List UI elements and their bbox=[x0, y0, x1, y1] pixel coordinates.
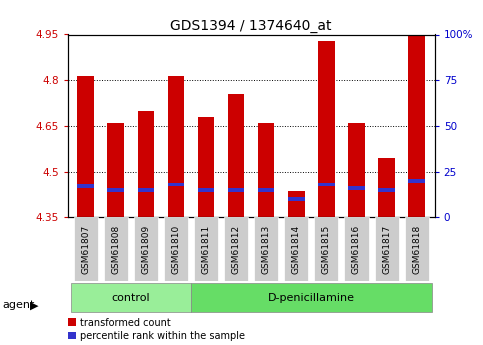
Bar bbox=[408, 179, 425, 183]
Text: control: control bbox=[112, 293, 150, 303]
Bar bbox=[138, 188, 154, 192]
Text: GSM61807: GSM61807 bbox=[81, 225, 90, 274]
Bar bbox=[77, 185, 94, 188]
Bar bbox=[228, 94, 244, 217]
Bar bbox=[378, 188, 395, 192]
Bar bbox=[288, 197, 305, 201]
Text: GSM61811: GSM61811 bbox=[201, 225, 211, 274]
FancyBboxPatch shape bbox=[314, 217, 339, 281]
FancyBboxPatch shape bbox=[224, 217, 248, 281]
Text: GSM61810: GSM61810 bbox=[171, 225, 181, 274]
Bar bbox=[378, 158, 395, 217]
FancyBboxPatch shape bbox=[284, 217, 308, 281]
FancyBboxPatch shape bbox=[194, 217, 218, 281]
Bar bbox=[138, 111, 154, 217]
Bar bbox=[348, 186, 365, 190]
Text: GSM61813: GSM61813 bbox=[262, 225, 270, 274]
Bar bbox=[408, 34, 425, 217]
Text: GSM61818: GSM61818 bbox=[412, 225, 421, 274]
FancyBboxPatch shape bbox=[405, 217, 429, 281]
FancyBboxPatch shape bbox=[71, 283, 191, 312]
Text: D-penicillamine: D-penicillamine bbox=[268, 293, 355, 303]
Bar bbox=[318, 183, 335, 186]
FancyBboxPatch shape bbox=[164, 217, 188, 281]
FancyBboxPatch shape bbox=[191, 283, 432, 312]
FancyBboxPatch shape bbox=[73, 217, 98, 281]
Title: GDS1394 / 1374640_at: GDS1394 / 1374640_at bbox=[170, 19, 332, 33]
Bar bbox=[77, 76, 94, 217]
Text: GSM61815: GSM61815 bbox=[322, 225, 331, 274]
Bar bbox=[108, 123, 124, 217]
Bar bbox=[288, 191, 305, 217]
Bar bbox=[348, 123, 365, 217]
Text: agent: agent bbox=[2, 300, 35, 310]
FancyBboxPatch shape bbox=[344, 217, 369, 281]
Text: GSM61814: GSM61814 bbox=[292, 225, 301, 274]
Text: transformed count: transformed count bbox=[80, 318, 170, 327]
Text: ▶: ▶ bbox=[30, 300, 39, 310]
FancyBboxPatch shape bbox=[134, 217, 158, 281]
Text: GSM61817: GSM61817 bbox=[382, 225, 391, 274]
Text: GSM61808: GSM61808 bbox=[111, 225, 120, 274]
Text: GSM61809: GSM61809 bbox=[142, 225, 150, 274]
Bar bbox=[258, 123, 274, 217]
FancyBboxPatch shape bbox=[254, 217, 278, 281]
Bar bbox=[258, 188, 274, 192]
Bar bbox=[108, 188, 124, 192]
Text: percentile rank within the sample: percentile rank within the sample bbox=[80, 331, 245, 341]
Bar bbox=[168, 183, 184, 186]
Bar bbox=[198, 117, 214, 217]
FancyBboxPatch shape bbox=[374, 217, 398, 281]
Bar bbox=[168, 76, 184, 217]
Bar bbox=[198, 188, 214, 192]
Text: GSM61816: GSM61816 bbox=[352, 225, 361, 274]
Bar bbox=[228, 188, 244, 192]
Text: GSM61812: GSM61812 bbox=[232, 225, 241, 274]
Bar bbox=[318, 41, 335, 217]
FancyBboxPatch shape bbox=[104, 217, 128, 281]
